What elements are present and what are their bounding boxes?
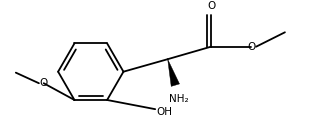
Text: NH₂: NH₂ — [169, 94, 189, 104]
Text: O: O — [247, 42, 256, 52]
Text: OH: OH — [156, 107, 172, 117]
Text: O: O — [40, 78, 48, 88]
Text: O: O — [208, 1, 216, 11]
Polygon shape — [168, 59, 180, 86]
